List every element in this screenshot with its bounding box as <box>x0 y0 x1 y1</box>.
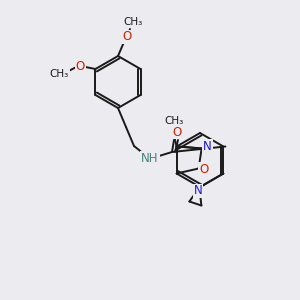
Text: O: O <box>199 163 208 176</box>
Text: CH₃: CH₃ <box>50 69 69 79</box>
Text: CH₃: CH₃ <box>123 17 142 27</box>
Text: O: O <box>76 61 85 74</box>
Text: N: N <box>203 140 212 153</box>
Text: O: O <box>172 125 182 139</box>
Text: CH₃: CH₃ <box>164 116 183 125</box>
Text: N: N <box>194 184 202 197</box>
Text: O: O <box>122 31 132 44</box>
Text: NH: NH <box>141 152 159 164</box>
